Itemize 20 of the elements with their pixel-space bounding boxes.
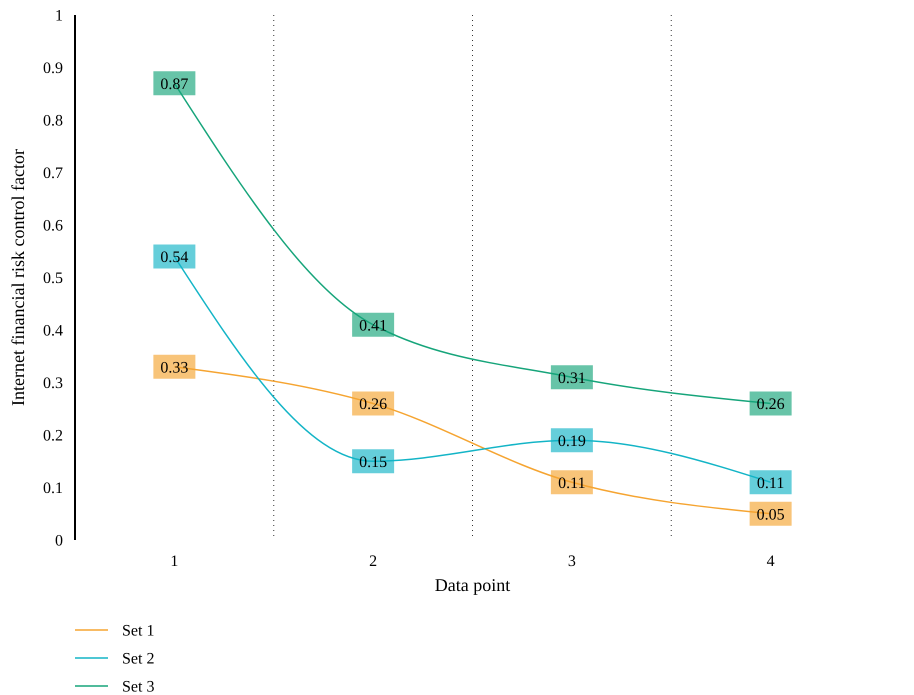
legend-label: Set 3 (122, 678, 154, 695)
y-tick-label: 0.6 (43, 218, 63, 235)
y-axis-title: Internet financial risk control factor (8, 149, 28, 406)
x-tick-label: 2 (369, 553, 378, 570)
y-tick-label: 0 (55, 532, 63, 550)
y-tick-label: 1 (55, 8, 63, 25)
y-tick-label: 0.3 (43, 375, 63, 392)
legend-label: Set 1 (122, 622, 154, 640)
x-tick-label: 3 (568, 553, 576, 570)
y-tick-label: 0.1 (43, 480, 63, 498)
legend-label: Set 2 (122, 650, 154, 668)
x-tick-label: 1 (170, 553, 178, 570)
y-tick-label: 0.5 (43, 270, 63, 288)
y-tick-label: 0.2 (43, 428, 63, 445)
y-tick-label: 0.4 (43, 322, 63, 340)
y-tick-label: 0.8 (43, 112, 63, 130)
x-axis-title: Data point (434, 575, 510, 595)
y-tick-label: 0.7 (43, 165, 63, 182)
x-tick-label: 4 (766, 553, 775, 570)
y-tick-label: 0.9 (43, 60, 63, 78)
